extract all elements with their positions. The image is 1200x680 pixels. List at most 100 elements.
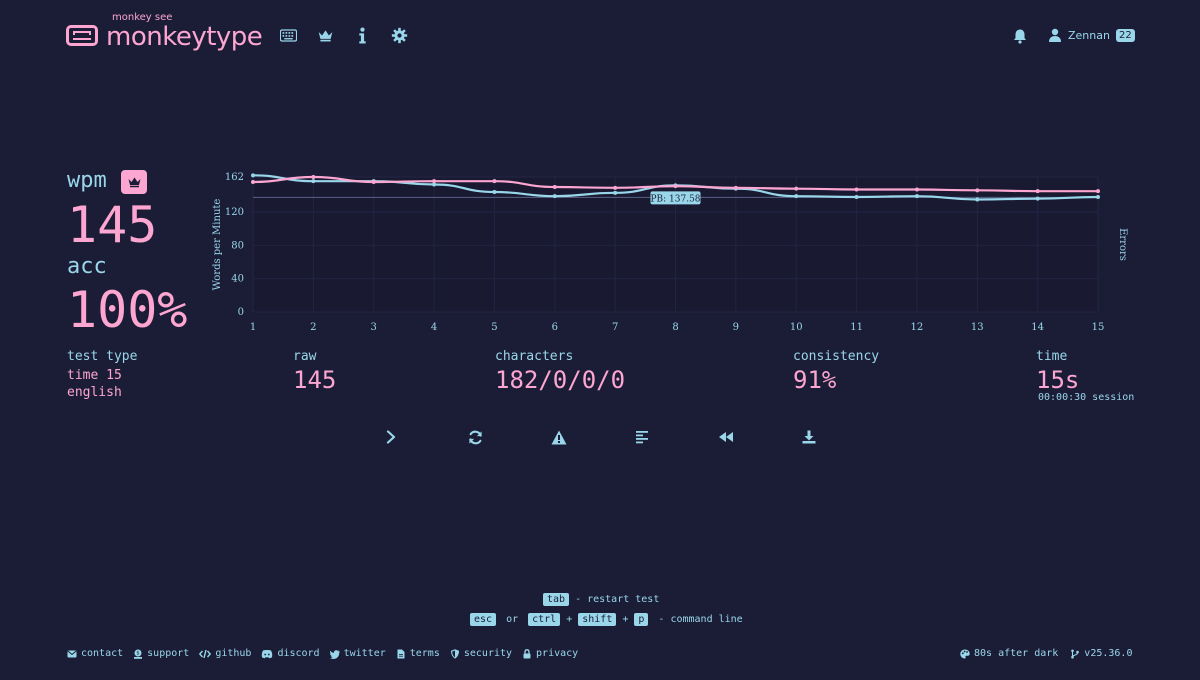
result-actions bbox=[382, 428, 822, 446]
keyboard-icon[interactable] bbox=[280, 27, 297, 44]
chart-point-wpm bbox=[492, 179, 497, 184]
footer-contact[interactable]: contact bbox=[67, 648, 123, 659]
chart-point-raw bbox=[1096, 195, 1100, 199]
chart-point-raw bbox=[975, 197, 980, 202]
command-line-hint-text: - command line bbox=[658, 614, 743, 625]
raw-value: 145 bbox=[293, 366, 337, 394]
chart-x-tick-label: 7 bbox=[612, 322, 618, 333]
user-level-badge: 22 bbox=[1115, 28, 1135, 42]
chart-x-tick-label: 2 bbox=[310, 322, 316, 333]
replay-button[interactable] bbox=[717, 428, 735, 446]
raw-label: raw bbox=[293, 349, 317, 364]
time-value: 15s bbox=[1036, 366, 1080, 394]
chart-point-raw bbox=[914, 194, 919, 199]
chart-point-wpm bbox=[854, 187, 859, 192]
chart-y2-axis-label: Errors bbox=[1117, 228, 1128, 261]
chart-point-wpm bbox=[914, 187, 919, 192]
chart-point-wpm bbox=[251, 180, 255, 184]
test-type-label: test type bbox=[67, 349, 138, 364]
chart-y-tick-label: 80 bbox=[231, 240, 244, 251]
chart-point-wpm bbox=[733, 185, 738, 190]
user-name: Zennan bbox=[1068, 28, 1110, 42]
version-button[interactable]: v25.36.0 bbox=[1070, 648, 1132, 659]
chart-point-wpm bbox=[794, 186, 799, 191]
chart-x-tick-label: 13 bbox=[971, 322, 984, 333]
theme-button[interactable]: 80s after dark bbox=[960, 648, 1058, 659]
chart-point-raw bbox=[613, 190, 618, 195]
envelope-icon bbox=[67, 650, 77, 657]
chart-x-tick-label: 1 bbox=[250, 322, 256, 333]
consistency-label: consistency bbox=[793, 349, 880, 364]
download-icon bbox=[802, 430, 816, 444]
consistency-value: 91% bbox=[793, 366, 837, 394]
report-button[interactable] bbox=[550, 428, 568, 446]
file-icon bbox=[397, 649, 405, 658]
wpm-label: wpm bbox=[67, 168, 107, 193]
characters-label: characters bbox=[495, 349, 574, 364]
acc-value: 100% bbox=[67, 281, 188, 339]
chart-x-tick-label: 9 bbox=[733, 322, 739, 333]
chart-point-wpm bbox=[975, 188, 980, 193]
esc-key: esc bbox=[470, 613, 497, 626]
chart-point-wpm bbox=[1096, 189, 1100, 194]
restart-button[interactable] bbox=[466, 428, 484, 446]
time-label: time bbox=[1036, 349, 1068, 364]
chart-point-raw bbox=[311, 179, 316, 184]
chart-point-raw bbox=[854, 195, 859, 199]
chart-x-tick-label: 11 bbox=[850, 322, 863, 333]
chart-x-tick-label: 15 bbox=[1092, 322, 1105, 333]
footer-security[interactable]: security bbox=[450, 648, 512, 659]
chart-y-tick-label: 40 bbox=[231, 274, 244, 285]
footer-github[interactable]: github bbox=[199, 648, 251, 659]
logo-tagline: monkey see bbox=[112, 12, 173, 23]
warning-icon bbox=[551, 430, 567, 444]
user-icon bbox=[1049, 28, 1061, 42]
refresh-icon bbox=[468, 430, 482, 444]
plus-text: + bbox=[622, 614, 629, 625]
footer-privacy-label: privacy bbox=[536, 648, 579, 659]
account-button[interactable]: Zennan 22 bbox=[1048, 28, 1135, 42]
characters-value: 182/0/0/0 bbox=[495, 366, 626, 394]
theme-name: 80s after dark bbox=[974, 648, 1059, 659]
chart-point-wpm bbox=[613, 185, 618, 190]
chart-y-tick-label: 0 bbox=[238, 307, 244, 318]
plus-text: + bbox=[566, 614, 573, 625]
chart-point-wpm bbox=[371, 180, 376, 184]
footer-security-label: security bbox=[463, 648, 513, 659]
chart-series-line-wpm bbox=[252, 175, 1098, 193]
save-screenshot-button[interactable] bbox=[800, 428, 818, 446]
gear-icon[interactable] bbox=[391, 27, 408, 44]
chart-y-tick-label: 120 bbox=[225, 207, 244, 218]
or-text: or bbox=[506, 614, 519, 625]
pb-label-box bbox=[650, 191, 701, 205]
crown-icon[interactable] bbox=[317, 27, 334, 44]
chart-point-wpm bbox=[673, 184, 678, 189]
chart-point-wpm bbox=[432, 179, 437, 184]
footer-support-label: support bbox=[147, 648, 190, 659]
align-left-icon bbox=[636, 431, 648, 444]
footer-support[interactable]: $ support bbox=[133, 648, 189, 659]
info-icon[interactable] bbox=[354, 27, 371, 44]
footer-discord[interactable]: discord bbox=[261, 648, 320, 659]
footer-twitter[interactable]: twitter bbox=[329, 648, 386, 659]
chart-point-wpm bbox=[311, 175, 316, 179]
bell-icon[interactable] bbox=[1012, 28, 1028, 44]
footer-twitter-label: twitter bbox=[343, 648, 386, 659]
footer-privacy[interactable]: privacy bbox=[522, 648, 578, 659]
logo[interactable]: monkey see monkeytype bbox=[66, 12, 263, 52]
chart-x-tick-label: 12 bbox=[911, 322, 924, 333]
chart-x-tick-label: 3 bbox=[371, 322, 377, 333]
logo-name: monkeytype bbox=[106, 22, 263, 52]
footer-github-label: github bbox=[215, 648, 252, 659]
session-time: 00:00:30 session bbox=[1038, 392, 1135, 403]
chart-point-wpm bbox=[552, 185, 557, 189]
footer-terms[interactable]: terms bbox=[396, 648, 440, 659]
footer-links: contact $ support github discord twitter… bbox=[67, 648, 578, 659]
chart-y-axis-label: Words per Minute bbox=[212, 199, 223, 291]
words-history-button[interactable] bbox=[633, 428, 651, 446]
footer-discord-label: discord bbox=[277, 648, 320, 659]
chart-y-tick-label: 162 bbox=[225, 172, 244, 183]
pb-crown-icon bbox=[121, 170, 147, 194]
next-test-button[interactable] bbox=[382, 428, 400, 446]
